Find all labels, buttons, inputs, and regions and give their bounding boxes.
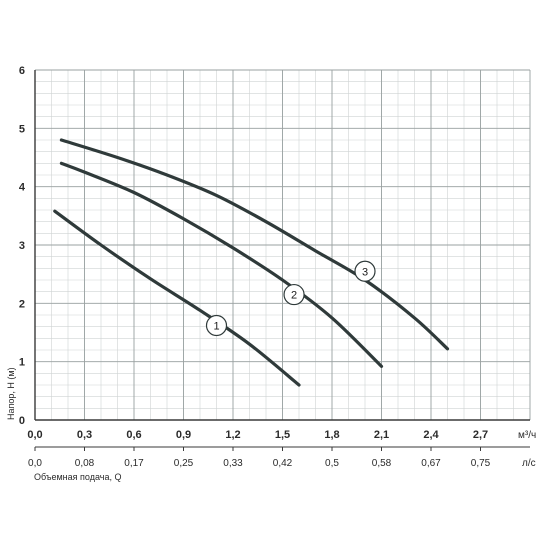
series-line-1 [53,209,301,387]
x-tick-label-secondary: 0,75 [471,458,491,469]
x-axis-title: Объемная подача, Q [34,472,121,482]
y-tick-label: 0 [19,415,25,427]
x-unit-primary: м³/ч [518,430,536,441]
y-tick-label: 6 [19,65,25,77]
x-tick-label-secondary: 0,5 [325,458,339,469]
x-tick-label-primary: 0,0 [27,429,42,441]
x-tick-label-secondary: 0,25 [174,458,194,469]
series-label-circle-3 [354,260,376,282]
major-grid [34,69,531,421]
x-tick-label-secondary: 0,08 [75,458,95,469]
y-tick-label: 1 [19,357,25,369]
x-tick-label-secondary: 0,33 [223,458,243,469]
series-label-2: 2 [291,290,297,302]
series-line-2 [59,161,384,368]
y-tick-label: 2 [19,298,25,310]
x-tick-label-secondary: 0,42 [273,458,293,469]
x-tick-label-primary: 1,5 [275,429,290,441]
x-tick-label-primary: 2,7 [473,429,488,441]
series-group: 1 2 3 [53,138,450,387]
series-label-1: 1 [213,321,219,333]
series-label-circle-2 [283,283,305,306]
series-line-3 [59,138,450,351]
x-unit-secondary: л/с [522,458,536,469]
x-tick-label-secondary: 0,67 [421,458,441,469]
y-axis-title: Напор, H (м) [6,367,16,420]
x-tick-label-primary: 2,4 [423,429,439,441]
x-tick-label-secondary: 0,58 [372,458,392,469]
x-tick-label-primary: 0,9 [176,429,191,441]
y-tick-label: 3 [19,240,25,252]
x-tick-label-primary: 1,2 [225,429,240,441]
series-label-circle-1 [205,314,228,337]
tick-labels: 0 1 2 3 4 5 6 0,0 0,3 0,6 0,9 1,2 1,5 1,8 2,1 2,4 2,7 0,0… [19,65,491,469]
x-tick-label-primary: 1,8 [324,429,339,441]
x-tick-label-primary: 0,3 [77,429,92,441]
x-tick-label-primary: 2,1 [374,429,389,441]
y-tick-label: 4 [19,182,26,194]
y-tick-label: 5 [19,123,25,135]
x-tick-label-secondary: 0,17 [124,458,144,469]
x-tick-label-secondary: 0,0 [28,458,42,469]
series-label-3: 3 [362,266,368,278]
x-tick-label-primary: 0,6 [126,429,141,441]
